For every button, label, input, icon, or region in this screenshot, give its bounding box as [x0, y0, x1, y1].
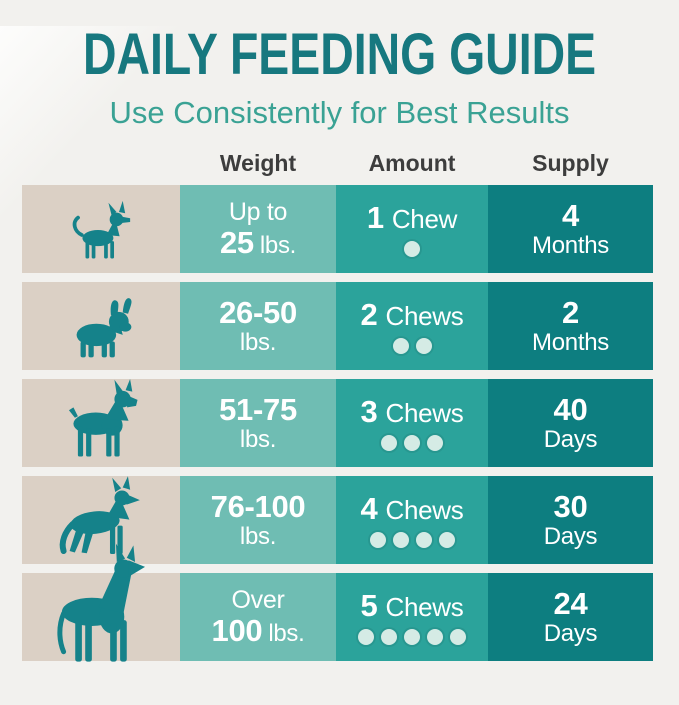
supply-cell: 30 Days — [488, 476, 653, 564]
boxer-icon — [68, 379, 138, 457]
german-shepherd-icon — [59, 476, 140, 555]
supply-unit: Days — [543, 425, 598, 453]
weight-unit: lbs. — [268, 619, 305, 647]
chew-dot — [438, 532, 455, 549]
weight-unit: lbs. — [239, 328, 277, 356]
supply-cell: 2 Months — [488, 282, 653, 370]
supply-value: 30 — [553, 489, 588, 525]
chew-dots — [381, 435, 443, 452]
great-dane-icon — [57, 543, 146, 662]
chew-count: 3 — [360, 393, 378, 429]
chew-dots — [369, 532, 455, 549]
supply-unit: Days — [543, 619, 598, 647]
weight-number: 25 — [219, 224, 254, 260]
weight-range: Over — [231, 585, 285, 614]
dog-cell — [22, 543, 180, 662]
supply-column-header: Supply — [532, 150, 609, 176]
weight-range: 51-75 — [219, 392, 297, 428]
weight-unit: lbs. — [239, 522, 277, 550]
weight-range: 76-100 — [210, 489, 306, 525]
chew-count: 5 — [360, 587, 378, 623]
chew-dots — [358, 629, 466, 646]
supply-cell: 40 Days — [488, 379, 653, 467]
dog-cell — [22, 282, 180, 370]
weight-unit: lbs. — [239, 425, 277, 453]
supply-unit: Months — [532, 231, 609, 259]
weight-range: Up to — [228, 197, 288, 226]
page-title: DAILY FEEDING GUIDE — [82, 22, 597, 87]
chew-label: Chews — [385, 300, 464, 331]
feeding-guide-infographic: { "theme": { "page_bg": "#f2f1ee", "titl… — [0, 26, 679, 705]
chew-dot — [404, 241, 420, 258]
chew-dot — [381, 435, 397, 452]
supply-value: 24 — [553, 586, 588, 622]
chew-dots — [404, 241, 420, 258]
chew-count: 1 — [366, 199, 384, 235]
chew-dot — [392, 338, 409, 355]
amount-cell: 3 Chews — [336, 379, 488, 467]
french-bulldog-icon — [76, 298, 132, 358]
weight-cell: Over 100 lbs. — [180, 573, 336, 661]
column-headers: Weight Amount Supply — [22, 150, 653, 177]
weight-unit: lbs. — [259, 231, 297, 259]
supply-cell: 24 Days — [488, 573, 653, 661]
supply-value: 2 — [562, 295, 579, 331]
chew-dot — [427, 629, 443, 646]
dog-cell — [22, 476, 180, 564]
amount-cell: 5 Chews — [336, 573, 488, 661]
chew-dot — [427, 435, 443, 452]
weight-column-header: Weight — [219, 150, 297, 176]
weight-cell: 51-75 lbs. — [180, 379, 336, 467]
feeding-table: Up to 25 lbs. 1 Chew 4 Months — [22, 185, 653, 662]
chew-dot — [415, 338, 432, 355]
chew-dot — [381, 629, 397, 646]
amount-cell: 2 Chews — [336, 282, 488, 370]
supply-unit: Months — [532, 328, 609, 356]
chew-dot — [358, 629, 374, 646]
chew-count: 4 — [360, 490, 378, 526]
chew-count: 2 — [360, 296, 378, 332]
page-subtitle: Use Consistently for Best Results — [109, 95, 570, 130]
chew-dots — [392, 338, 432, 355]
amount-column-header: Amount — [368, 150, 456, 176]
supply-value: 4 — [562, 198, 579, 234]
supply-value: 40 — [553, 392, 588, 428]
chew-dot — [404, 435, 420, 452]
weight-cell: Up to 25 lbs. — [180, 185, 336, 273]
weight-cell: 76-100 lbs. — [180, 476, 336, 564]
chew-dot — [404, 629, 420, 646]
supply-unit: Days — [543, 522, 598, 550]
chew-dot — [369, 532, 386, 549]
dog-cell — [22, 185, 180, 273]
chew-label: Chews — [385, 397, 464, 428]
amount-cell: 4 Chews — [336, 476, 488, 564]
chew-dot — [392, 532, 409, 549]
dog-column-spacer — [22, 150, 180, 177]
chew-label: Chew — [391, 203, 458, 234]
supply-cell: 4 Months — [488, 185, 653, 273]
chew-label: Chews — [385, 591, 464, 622]
chew-dot — [450, 629, 466, 646]
chihuahua-icon — [72, 200, 131, 259]
amount-cell: 1 Chew — [336, 185, 488, 273]
chew-dot — [415, 532, 432, 549]
weight-range: 26-50 — [219, 295, 297, 331]
weight-number: 100 — [211, 612, 263, 648]
chew-label: Chews — [385, 494, 464, 525]
dog-cell — [22, 379, 180, 467]
weight-cell: 26-50 lbs. — [180, 282, 336, 370]
